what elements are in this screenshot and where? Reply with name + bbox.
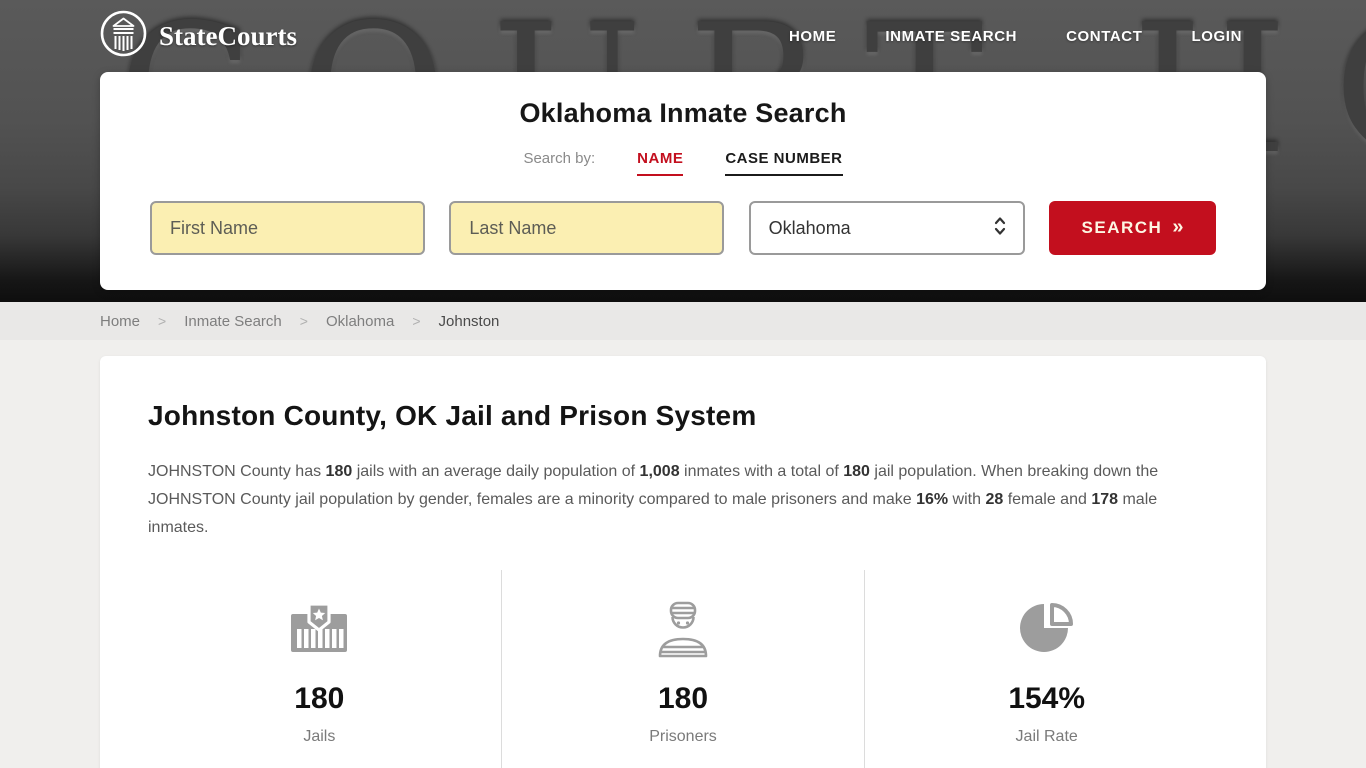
breadcrumb-separator-icon: > xyxy=(299,313,308,329)
state-select[interactable]: Oklahoma xyxy=(748,201,1025,255)
main-nav: HOME INMATE SEARCH CONTACT LOGIN xyxy=(789,28,1242,45)
breadcrumb: Home > Inmate Search > Oklahoma > Johnst… xyxy=(0,313,499,330)
search-form-row: Oklahoma SEARCH » xyxy=(150,201,1216,255)
breadcrumb-home[interactable]: Home xyxy=(100,312,141,330)
nav-home[interactable]: HOME xyxy=(788,27,837,45)
stat-label-jail-rate: Jail Rate xyxy=(1015,728,1078,745)
pie-chart-icon xyxy=(865,572,1228,662)
stat-value-prisoners: 180 xyxy=(657,682,709,715)
tab-search-by-case-number[interactable]: CASE NUMBER xyxy=(725,150,843,176)
search-button[interactable]: SEARCH » xyxy=(1048,201,1216,255)
stat-label-jails: Jails xyxy=(303,728,336,745)
breadcrumb-separator-icon: > xyxy=(158,313,167,329)
breadcrumb-oklahoma[interactable]: Oklahoma xyxy=(325,312,395,330)
search-by-row: Search by: NAME CASE NUMBER xyxy=(150,150,1216,176)
state-select-value: Oklahoma xyxy=(768,217,851,238)
stat-label-prisoners: Prisoners xyxy=(649,728,717,745)
double-chevron-right-icon: » xyxy=(1172,215,1184,238)
prisoner-icon xyxy=(502,572,865,662)
breadcrumb-separator-icon: > xyxy=(412,313,421,329)
first-name-input[interactable] xyxy=(150,201,425,255)
breadcrumb-current-johnston: Johnston xyxy=(438,312,500,330)
nav-login[interactable]: LOGIN xyxy=(1191,27,1242,45)
search-button-label: SEARCH xyxy=(1081,218,1163,237)
search-card-title: Oklahoma Inmate Search xyxy=(519,98,847,128)
nav-inmate-search[interactable]: INMATE SEARCH xyxy=(885,27,1018,45)
breadcrumb-inmate-search[interactable]: Inmate Search xyxy=(184,312,282,330)
main-content-area: Johnston County, OK Jail and Prison Syst… xyxy=(0,340,1366,768)
stat-prisoners: 180 Prisoners xyxy=(500,570,866,768)
hero-header: COURT·HOUSE StateCourt xyxy=(0,0,1366,302)
stat-value-jails: 180 xyxy=(294,682,345,715)
statecourts-logo-icon xyxy=(100,10,147,62)
stat-jail-rate: 154% Jail Rate xyxy=(865,570,1228,768)
tab-search-by-name[interactable]: NAME xyxy=(637,150,684,176)
brand-name: StateCourts xyxy=(159,20,297,51)
inmate-search-card: Oklahoma Inmate Search Search by: NAME C… xyxy=(100,72,1266,290)
county-info-card: Johnston County, OK Jail and Prison Syst… xyxy=(100,356,1266,768)
select-updown-chevron-icon xyxy=(993,215,1007,242)
last-name-input[interactable] xyxy=(449,201,725,255)
nav-contact[interactable]: CONTACT xyxy=(1066,27,1143,45)
stat-jails: 180 Jails xyxy=(138,570,501,768)
page-title: Johnston County, OK Jail and Prison Syst… xyxy=(148,400,757,431)
top-navigation-bar: StateCourts HOME INMATE SEARCH CONTACT L… xyxy=(0,0,1366,72)
county-summary-paragraph: JOHNSTON County has 180 jails with an av… xyxy=(148,463,1159,536)
statecourts-logo[interactable]: StateCourts xyxy=(100,10,297,62)
search-by-label: Search by: xyxy=(523,150,596,167)
stat-value-jail-rate: 154% xyxy=(1008,682,1086,715)
jail-building-icon xyxy=(138,572,501,662)
breadcrumb-bar: Home > Inmate Search > Oklahoma > Johnst… xyxy=(0,302,1366,340)
stats-row: 180 Jails xyxy=(138,570,1228,768)
